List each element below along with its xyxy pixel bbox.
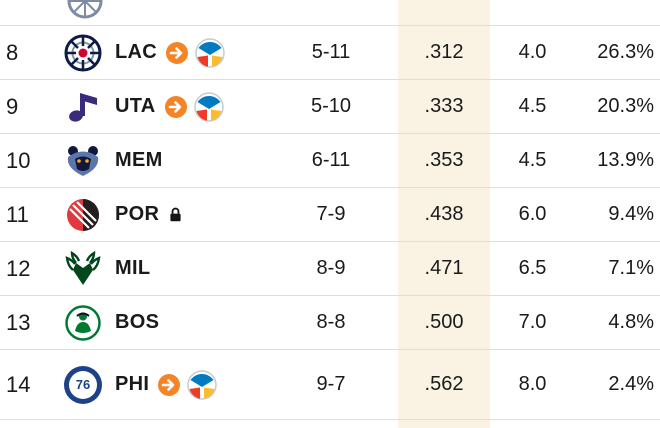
trade-arrow-icon [158, 373, 181, 396]
por-logo [64, 196, 102, 234]
gb-cell: 8.0 [518, 373, 547, 395]
team-cell[interactable]: MEM [48, 142, 264, 180]
bos-logo [64, 304, 102, 342]
team-abbr: POR [115, 203, 160, 225]
rank-cell: 12 [6, 255, 31, 281]
trade-arrow-icon [164, 95, 187, 118]
gb-cell: 4.5 [518, 149, 547, 171]
mem-logo [64, 142, 102, 180]
rank-cell: 10 [6, 147, 31, 173]
pct-cell: .562 [424, 373, 464, 395]
team-cell[interactable]: 76 PHI [48, 365, 264, 404]
record-cell: 8-8 [316, 311, 346, 333]
team-abbr: MEM [115, 149, 163, 171]
odds-cell: 7.1% [608, 257, 654, 279]
record-cell: 8-9 [316, 257, 346, 279]
gb-cell: 6.0 [518, 203, 547, 225]
gb-cell: 4.0 [518, 41, 547, 63]
team-cell[interactable]: UTA [48, 88, 264, 126]
lock-icon [167, 206, 184, 223]
okc-logo [195, 37, 225, 68]
pct-cell: .500 [424, 311, 464, 333]
team-cell[interactable]: LAC [48, 34, 264, 72]
pct-cell: .438 [424, 203, 464, 225]
table-row: 9 UTA [0, 80, 660, 134]
team-cell[interactable]: BOS [48, 304, 264, 342]
odds-cell: 2.4% [608, 373, 654, 395]
gb-cell: 6.5 [518, 257, 547, 279]
record-cell: 7-9 [316, 203, 346, 225]
rank-cell: 8 [6, 39, 19, 65]
okc-logo [187, 369, 217, 400]
table-row: 12 MIL 8-9 .471 6.5 7.1% [0, 242, 660, 296]
trade-arrow-icon [166, 41, 189, 64]
team-abbr: PHI [115, 373, 150, 395]
team-abbr: BOS [115, 311, 160, 333]
table-row: 11 POR 7-9 .438 6.0 9.4% [0, 188, 660, 242]
team-abbr: MIL [115, 257, 151, 279]
team-cell[interactable]: POR [48, 196, 264, 234]
pct-cell: .312 [424, 41, 464, 63]
gb-cell: 4.5 [518, 95, 547, 117]
table-row: 13 BOS 8-8 .500 7.0 4.8% [0, 296, 660, 350]
partial-team-logo [66, 0, 104, 20]
odds-cell: 13.9% [597, 149, 654, 171]
pct-cell: .333 [424, 95, 464, 117]
rank-cell: 9 [6, 93, 19, 119]
odds-cell: 4.8% [608, 311, 654, 333]
odds-cell: 9.4% [608, 203, 654, 225]
table-row-partial [0, 0, 660, 26]
mil-logo [64, 250, 102, 288]
phi-logo: 76 [64, 365, 102, 404]
record-cell: 5-10 [310, 95, 352, 117]
gb-cell: 7.0 [518, 311, 547, 333]
okc-logo [193, 91, 224, 122]
table-row: 14 76 PHI 9-7 .562 8 [0, 350, 660, 420]
pct-cell: .353 [424, 149, 464, 171]
odds-cell: 20.3% [597, 95, 654, 117]
odds-cell: 26.3% [597, 41, 654, 63]
team-abbr: LAC [115, 41, 158, 63]
pct-column-highlight [398, 0, 490, 428]
table-row: 10 MEM 6-11 .353 4.5 13.9% [0, 134, 660, 188]
pct-cell: .471 [424, 257, 464, 279]
record-cell: 5-11 [311, 41, 351, 63]
lac-logo [64, 34, 102, 72]
rank-cell: 11 [6, 201, 29, 227]
phi-logo-text: 76 [69, 370, 97, 399]
record-cell: 6-11 [311, 149, 351, 171]
team-cell[interactable]: MIL [48, 250, 264, 288]
rank-cell: 14 [6, 371, 31, 397]
team-abbr: UTA [115, 95, 156, 117]
table-row: 8 LAC [0, 26, 660, 80]
rank-cell: 13 [6, 309, 31, 335]
uta-logo [64, 88, 102, 126]
record-cell: 9-7 [316, 373, 346, 395]
